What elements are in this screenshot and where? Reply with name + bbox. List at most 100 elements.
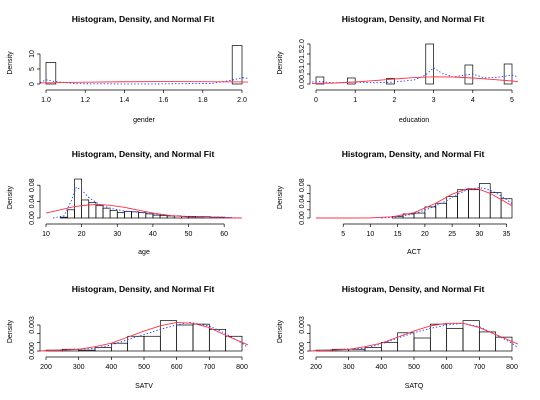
chart-title: Histogram, Density, and Normal Fit <box>72 149 215 159</box>
histogram-bar-13 <box>152 214 161 219</box>
x-axis-label: SATQ <box>405 383 424 390</box>
x-tick-label: 1.2 <box>80 97 90 104</box>
y-tick-label: 0.003 <box>299 316 306 334</box>
y-tick-label: 0.04 <box>29 195 36 209</box>
y-tick-label: 0.08 <box>299 178 306 192</box>
x-tick-label: 20 <box>78 231 86 238</box>
chart-title: Histogram, Density, and Normal Fit <box>72 14 215 24</box>
x-tick-label: 15 <box>394 231 402 238</box>
y-axis-label: Density <box>277 185 284 209</box>
y-axis-label: Density <box>7 319 14 343</box>
x-tick-label: 50 <box>185 231 193 238</box>
histogram-bar-1 <box>231 45 243 85</box>
x-tick-label: 2 <box>392 97 396 104</box>
x-tick-label: 1.4 <box>120 97 130 104</box>
histogram-bar-2 <box>78 349 96 352</box>
histogram-bar-3 <box>364 347 382 352</box>
histogram-bar-8 <box>176 324 194 352</box>
x-tick-label: 300 <box>73 364 85 371</box>
x-tick-label: 5 <box>510 97 514 104</box>
y-tick-label: 1.0 <box>299 59 306 69</box>
x-tick-label: 700 <box>473 364 485 371</box>
x-tick-label: 600 <box>441 364 453 371</box>
x-tick-label: 30 <box>475 231 483 238</box>
histogram-bar-2 <box>413 212 426 219</box>
histogram-bar-9 <box>124 211 132 219</box>
normal-fit-curve <box>39 81 249 84</box>
x-tick-label: 3 <box>432 97 436 104</box>
normal-fit-curve <box>309 322 519 352</box>
y-tick-label: 1.5 <box>299 49 306 59</box>
density-curve <box>39 321 249 352</box>
x-tick-label: 2.0 <box>237 97 247 104</box>
x-axis-label: age <box>138 249 150 256</box>
y-tick-label: 0.04 <box>299 195 306 209</box>
histogram-bar-8 <box>116 212 125 219</box>
histogram-bar-6 <box>102 207 111 219</box>
histogram-bar-3 <box>425 43 434 85</box>
x-tick-label: 35 <box>503 231 511 238</box>
normal-fit-curve <box>312 76 519 85</box>
y-tick-label: 0 <box>29 82 36 86</box>
x-tick-label: 10 <box>42 231 50 238</box>
x-tick-label: 60 <box>220 231 228 238</box>
histogram-bar-3 <box>424 206 437 219</box>
y-tick-label: 0.5 <box>299 69 306 79</box>
x-tick-label: 200 <box>310 364 322 371</box>
histogram-bar-4 <box>464 64 474 85</box>
chart-panel-gender: Histogram, Density, and Normal Fit 1.0 1.2… <box>7 14 249 124</box>
histogram-bar-11 <box>495 336 513 352</box>
histogram-bar-5 <box>503 63 513 85</box>
x-tick-label: 500 <box>408 364 420 371</box>
normal-fit-curve <box>45 204 243 219</box>
chart-panel-act: Histogram, Density, and Normal Fit 5 10 15 2… <box>277 149 513 256</box>
chart-panel-satv: Histogram, Density, and Normal Fit 200 300… <box>7 284 249 390</box>
y-tick-label: 0.00 <box>299 211 306 225</box>
histogram-bar-7 <box>109 210 118 219</box>
x-tick-label: 1 <box>353 97 357 104</box>
x-tick-label: 0 <box>314 97 318 104</box>
histogram-bar-0 <box>315 76 325 85</box>
histogram-bar-5 <box>397 332 415 352</box>
histogram-bar-6 <box>413 337 431 352</box>
x-tick-label: 1.8 <box>198 97 208 104</box>
y-axis-label: Density <box>7 51 14 75</box>
histogram-bar-2 <box>74 178 82 219</box>
histogram-bar-12 <box>145 213 154 219</box>
normal-fit-curve <box>39 321 249 352</box>
x-tick-label: 30 <box>113 231 121 238</box>
histogram-bar-2 <box>386 78 395 85</box>
x-axis-label: education <box>399 117 429 124</box>
histogram-bar-10 <box>500 198 513 219</box>
x-tick-label: 800 <box>506 364 518 371</box>
chart-title: Histogram, Density, and Normal Fit <box>342 284 485 294</box>
y-tick-label: 0.00 <box>29 211 36 225</box>
x-tick-label: 600 <box>171 364 183 371</box>
histogram-bar-11 <box>225 335 243 352</box>
x-tick-label: 400 <box>375 364 387 371</box>
y-axis-label: Density <box>277 319 284 343</box>
x-tick-label: 4 <box>471 97 475 104</box>
histogram-bar-4 <box>110 342 129 352</box>
y-tick-label: 5 <box>29 67 36 71</box>
x-tick-label: 1.0 <box>41 97 51 104</box>
x-axis-label: SATV <box>135 383 153 390</box>
x-tick-label: 40 <box>149 231 157 238</box>
x-tick-label: 400 <box>105 364 117 371</box>
histogram-bar-2 <box>348 348 366 352</box>
histogram-bar-5 <box>446 196 458 219</box>
x-tick-label: 700 <box>203 364 215 371</box>
x-axis-label: gender <box>133 117 155 124</box>
histogram-bar-6 <box>143 335 161 352</box>
histogram-bar-15 <box>166 215 175 219</box>
normal-fit-curve <box>316 188 513 219</box>
histogram-bar-10 <box>208 328 227 352</box>
y-tick-label: 2.0 <box>299 39 306 49</box>
histogram-bar-5 <box>95 205 104 219</box>
y-axis-label: Density <box>7 185 14 209</box>
x-tick-label: 300 <box>343 364 355 371</box>
y-tick-label: 0.08 <box>29 178 36 192</box>
x-tick-label: 5 <box>341 231 345 238</box>
chart-panel-age: Histogram, Density, and Normal Fit 10 20 30… <box>7 149 243 256</box>
x-tick-label: 25 <box>448 231 456 238</box>
